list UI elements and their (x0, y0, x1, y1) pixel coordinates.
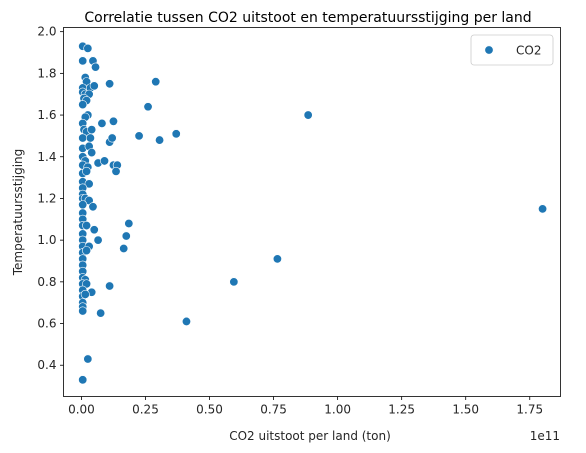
data-point (171, 129, 181, 139)
data-point (89, 81, 99, 91)
legend-marker (484, 45, 494, 55)
data-point (78, 56, 88, 66)
y-tick-label: 0.4 (37, 358, 56, 372)
y-tick-label: 1.6 (37, 108, 56, 122)
data-point (82, 221, 92, 231)
x-axis-offset-label: 1e11 (530, 429, 560, 443)
x-tick-label: 1.00 (324, 403, 351, 417)
data-point (89, 225, 99, 235)
data-point (96, 308, 106, 318)
data-point (87, 148, 97, 158)
legend: CO2 (470, 34, 554, 66)
y-tick-label: 2.0 (37, 25, 56, 39)
data-point (93, 235, 103, 245)
data-point (87, 125, 97, 135)
data-point (538, 204, 548, 214)
data-point (78, 200, 88, 210)
legend-frame (470, 34, 554, 66)
data-point (229, 277, 239, 287)
y-axis-label: Temperatuursstijging (11, 149, 25, 277)
data-point (78, 133, 88, 143)
data-point (119, 243, 129, 253)
data-point (303, 110, 313, 120)
data-point (85, 133, 95, 143)
data-point (78, 100, 88, 110)
y-tick-label: 1.8 (37, 66, 56, 80)
y-tick-label: 0.8 (37, 275, 56, 289)
x-tick-label: 0.50 (196, 403, 223, 417)
x-tick-label: 0.75 (260, 403, 287, 417)
data-point (108, 116, 118, 126)
x-axis-label: CO2 uitstoot per land (ton) (229, 429, 391, 443)
data-point (82, 246, 92, 256)
data-point (97, 118, 107, 128)
data-point (84, 179, 94, 189)
x-tick-label: 1.75 (516, 403, 543, 417)
data-point (78, 306, 88, 316)
data-point (80, 289, 90, 299)
data-point (143, 102, 153, 112)
y-tick-label: 1.0 (37, 233, 56, 247)
y-tick-label: 1.4 (37, 150, 56, 164)
data-point (107, 133, 117, 143)
x-tick-label: 0.25 (132, 403, 159, 417)
x-tick-label: 0.00 (68, 403, 95, 417)
y-axis: 0.4 0.6 0.8 1.0 1.2 1.4 1.6 1.8 2.0 (37, 25, 64, 372)
data-point (99, 156, 109, 166)
data-points (78, 41, 548, 385)
data-point (82, 166, 92, 176)
data-point (105, 281, 115, 291)
chart-title: Correlatie tussen CO2 uitstoot en temper… (84, 10, 531, 26)
data-point (83, 354, 93, 364)
x-axis: 0.00 0.25 0.50 0.75 1.00 1.25 1.50 1.75 (68, 396, 543, 417)
y-tick-label: 1.2 (37, 191, 56, 205)
data-point (134, 131, 144, 141)
data-point (78, 375, 88, 385)
data-point (124, 218, 134, 228)
data-point (111, 166, 121, 176)
data-point (121, 231, 131, 241)
data-point (155, 135, 165, 145)
data-point (151, 77, 161, 87)
data-point (91, 62, 101, 72)
data-point (272, 254, 282, 264)
plot-frame (63, 27, 561, 397)
data-point (105, 79, 115, 89)
data-point (83, 43, 93, 53)
y-tick-label: 0.6 (37, 317, 56, 331)
x-tick-label: 1.25 (388, 403, 415, 417)
data-point (88, 202, 98, 212)
x-tick-label: 1.50 (452, 403, 479, 417)
legend-label: CO2 (516, 44, 541, 58)
data-point (181, 316, 191, 326)
